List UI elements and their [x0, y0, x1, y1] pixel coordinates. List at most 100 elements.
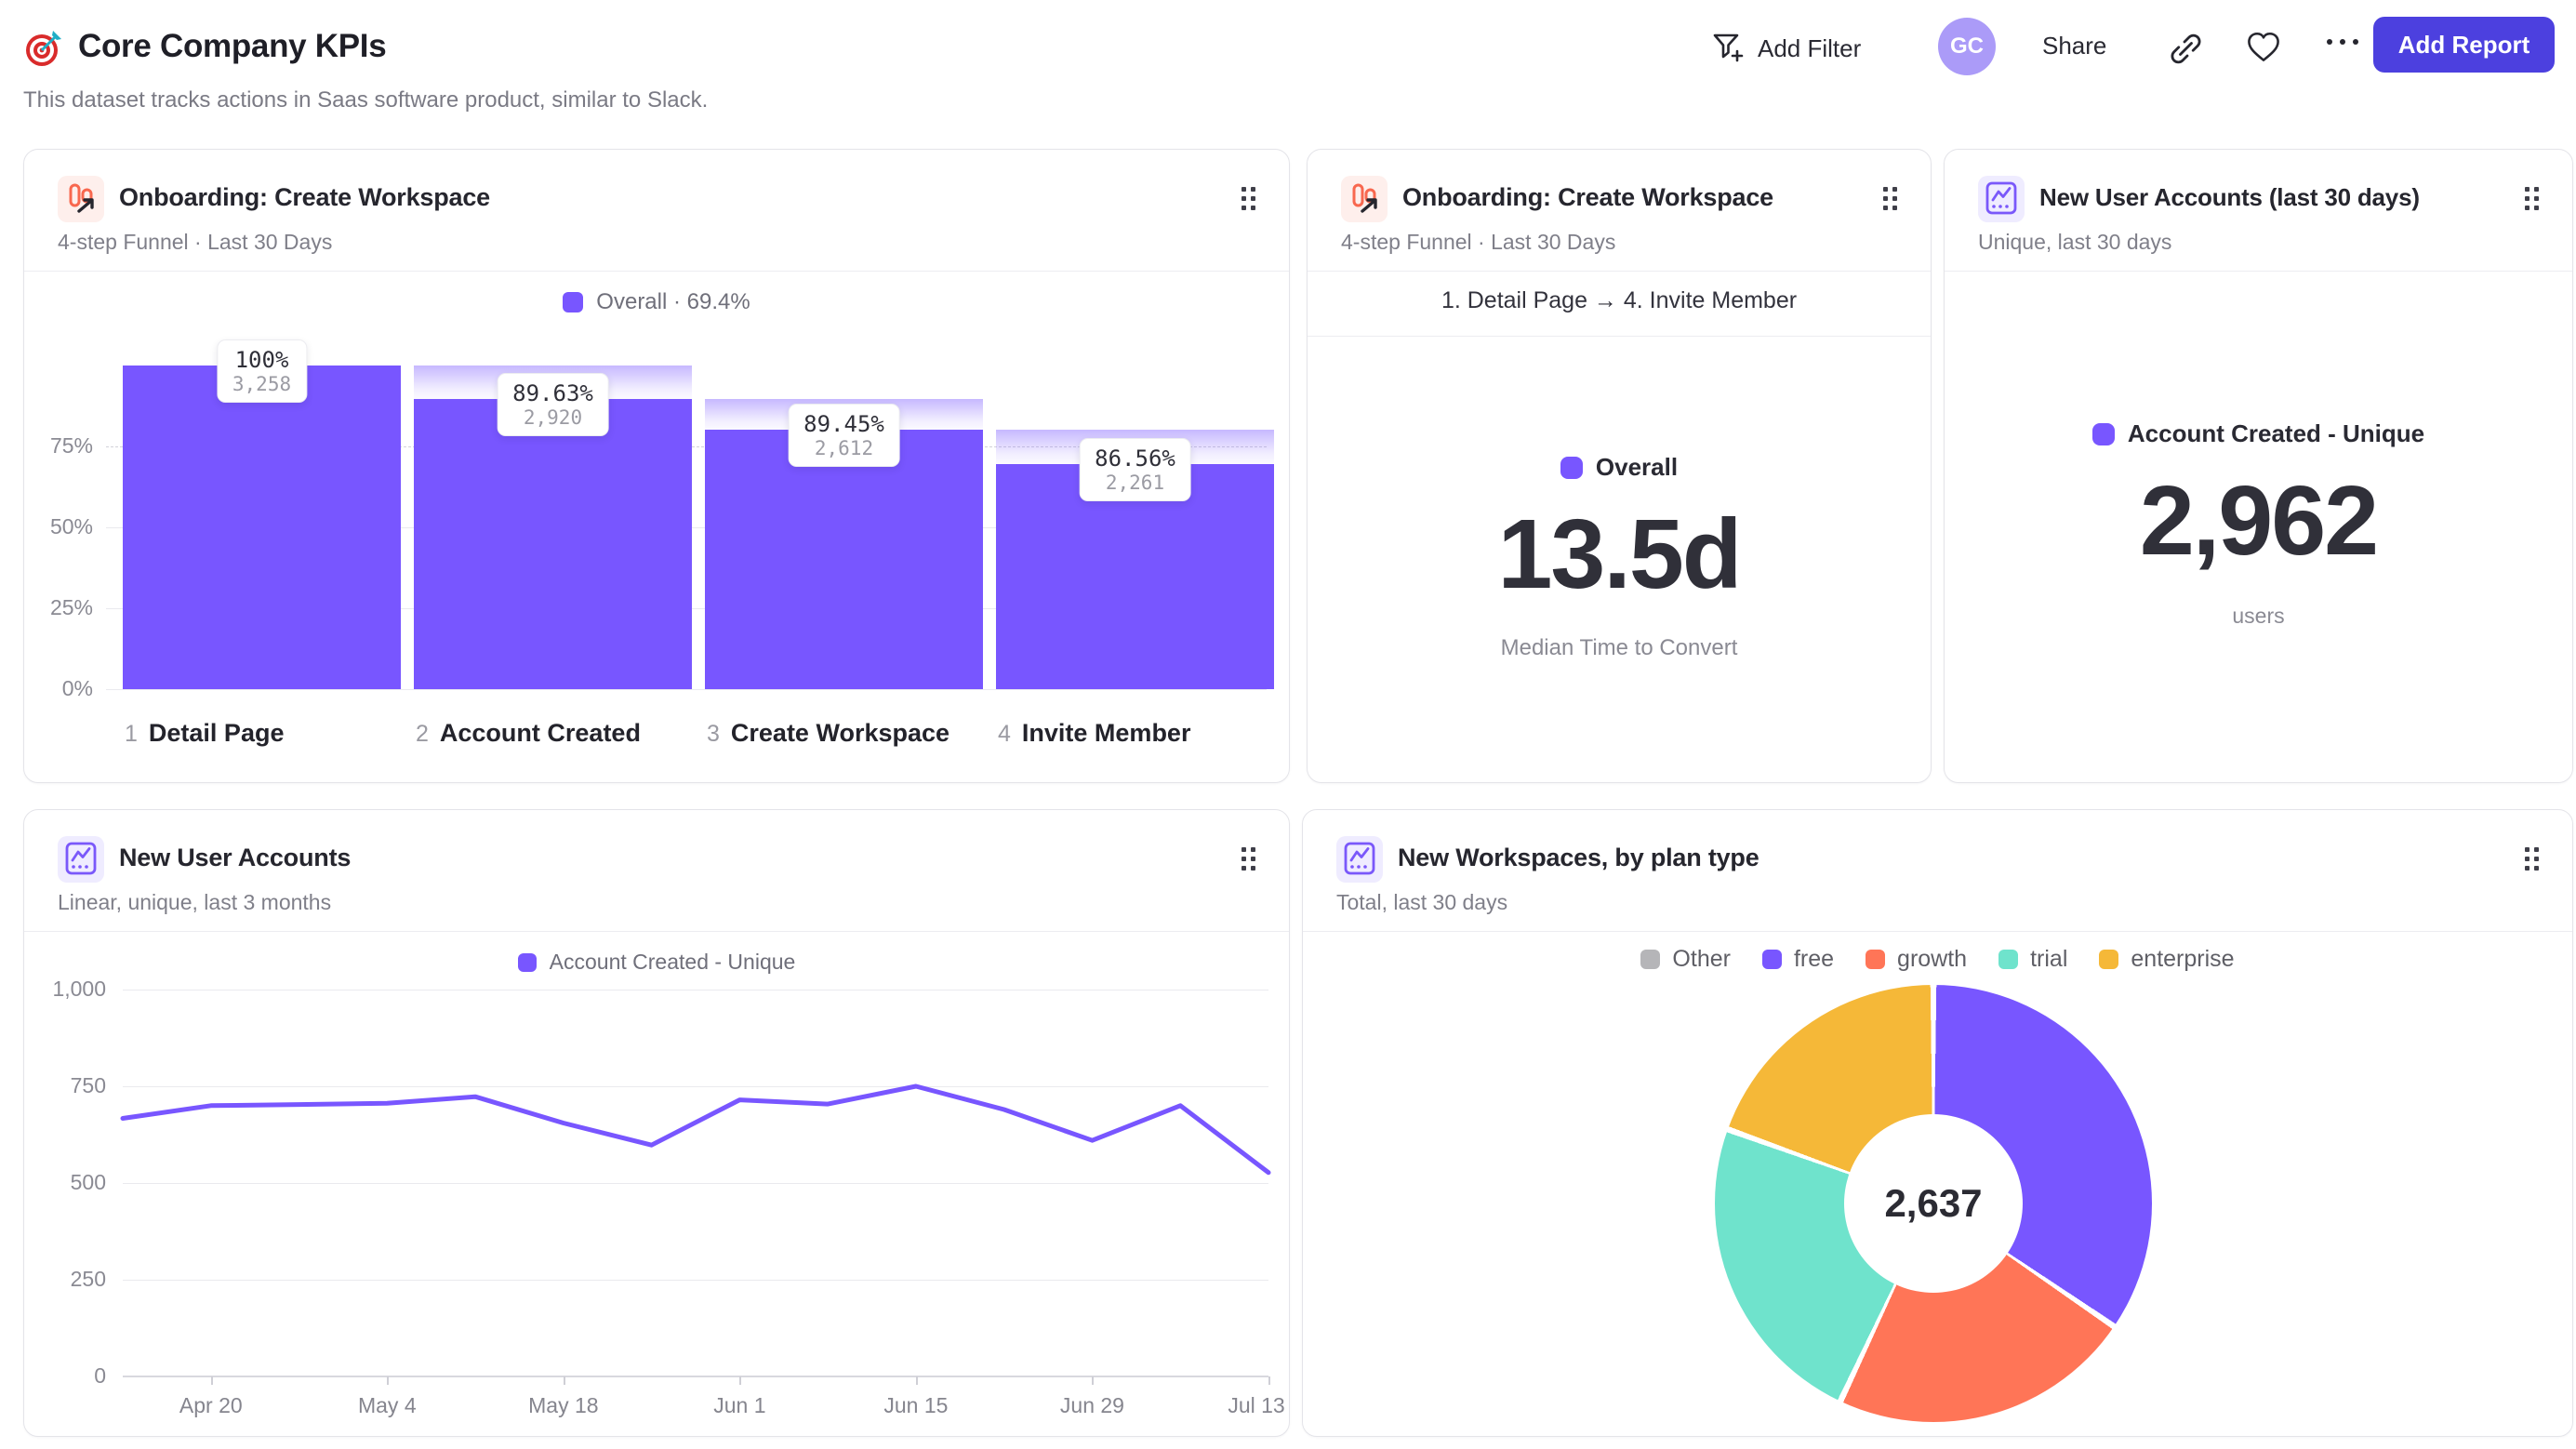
card-subtitle: Unique, last 30 days [1978, 230, 2172, 254]
drag-handle-icon[interactable] [1242, 847, 1255, 871]
legend-item[interactable]: growth [1866, 946, 1967, 973]
share-button[interactable]: Share [2042, 32, 2107, 60]
card-workspaces-by-plan: New Workspaces, by plan type Total, last… [1302, 809, 2573, 1437]
metric-value: 2,962 [2139, 466, 2379, 576]
add-report-button[interactable]: Add Report [2373, 17, 2555, 73]
legend-label: Overall [1595, 453, 1679, 481]
link-icon[interactable] [2165, 28, 2202, 70]
card-title[interactable]: Onboarding: Create Workspace [1402, 183, 1773, 211]
divider [1945, 271, 2572, 272]
x-axis-tick [1268, 1376, 1270, 1385]
page-title: Core Company KPIs [78, 28, 387, 64]
card-funnel-steps: Onboarding: Create Workspace 4-step Funn… [23, 149, 1290, 783]
chart-legend[interactable]: Account Created - Unique [24, 950, 1289, 975]
legend-swatch [517, 952, 537, 972]
drag-handle-icon[interactable] [2525, 187, 2539, 210]
favorite-heart-icon[interactable] [2243, 26, 2284, 72]
x-axis-label: May 18 [528, 1393, 599, 1417]
legend-label: Other [1672, 946, 1731, 972]
y-axis-label: 75% [49, 433, 93, 458]
bar-value-tooltip: 86.56% 2,261 [1079, 438, 1191, 502]
legend-swatch [1640, 950, 1661, 969]
gridline [123, 1086, 1268, 1087]
drag-handle-icon[interactable] [2525, 847, 2539, 871]
legend-label: Overall · 69.4% [596, 289, 750, 314]
legend-label: enterprise [2131, 946, 2235, 972]
funnel-step-label: 3 Create Workspace [707, 719, 949, 748]
funnel-bar[interactable] [123, 366, 401, 689]
step-index: 1 [125, 721, 138, 747]
funnel-bar[interactable] [414, 399, 692, 689]
avatar[interactable]: GC [1938, 18, 1996, 75]
legend-swatch [1998, 950, 2019, 969]
x-axis-label: May 4 [357, 1393, 417, 1417]
funnel-bar[interactable] [705, 430, 983, 689]
tooltip-percent: 89.63% [512, 380, 593, 407]
insights-report-icon [1978, 176, 2025, 222]
x-axis-tick [563, 1376, 565, 1385]
funnel-range-label: 1. Detail Page → 4. Invite Member [1441, 287, 1798, 313]
y-axis-label: 250 [70, 1267, 106, 1291]
x-axis-label: Jun 1 [713, 1393, 766, 1417]
more-options-ellipsis-icon[interactable] [2327, 39, 2358, 45]
divider [1303, 931, 2572, 932]
legend-swatch [1761, 950, 1782, 969]
avatar-initials: GC [1950, 33, 1984, 59]
tooltip-count: 2,920 [523, 406, 583, 430]
legend-item[interactable]: Other [1640, 946, 1731, 973]
tooltip-count: 2,261 [1105, 472, 1165, 495]
funnel-report-icon [58, 176, 104, 222]
card-time-to-convert: Onboarding: Create Workspace 4-step Funn… [1307, 149, 1932, 783]
trend-line [120, 1083, 1271, 1176]
legend-item[interactable]: free [1761, 946, 1835, 973]
card-subtitle: Linear, unique, last 3 months [58, 890, 332, 914]
x-axis-label: Jun 29 [1059, 1393, 1124, 1417]
legend-swatch [563, 292, 584, 312]
tooltip-percent: 100% [234, 347, 289, 373]
tooltip-count: 3,258 [232, 373, 292, 395]
bar-value-tooltip: 100% 3,258 [216, 339, 308, 403]
divider [1308, 336, 1931, 337]
funnel-step-label: 4 Invite Member [998, 719, 1190, 748]
legend-item[interactable]: enterprise [2099, 946, 2235, 973]
chart-legend[interactable]: Overall [1308, 453, 1931, 482]
x-axis-label: Apr 20 [179, 1393, 243, 1417]
add-filter-button[interactable]: Add Filter [1709, 28, 1861, 70]
legend-swatch [1560, 456, 1583, 479]
tooltip-percent: 86.56% [1095, 445, 1175, 472]
y-axis-label: 50% [49, 514, 93, 538]
x-axis-tick [1092, 1376, 1095, 1385]
x-axis-tick [387, 1376, 390, 1385]
legend-swatch [2091, 422, 2115, 445]
card-accounts-trend: New User Accounts Linear, unique, last 3… [23, 809, 1290, 1437]
chart-legend[interactable]: Account Created - Unique [1945, 419, 2572, 448]
legend-swatch [1866, 950, 1886, 969]
step-name: Create Workspace [730, 719, 950, 747]
step-name: Account Created [439, 719, 641, 747]
line-plot-area: 1,000 750 500 250 0 Apr 20 May 4 May 18 Jun 1 Jun… [24, 810, 1289, 1436]
drag-handle-icon[interactable] [1242, 187, 1255, 210]
donut-hole: 2,637 [1844, 1114, 2023, 1293]
divider [24, 271, 1289, 272]
drag-handle-icon[interactable] [1883, 187, 1897, 210]
card-title[interactable]: New User Accounts (last 30 days) [2039, 183, 2420, 211]
tooltip-percent: 89.45% [803, 411, 884, 437]
card-new-accounts-30d: New User Accounts (last 30 days) Unique,… [1944, 149, 2573, 783]
legend-label: free [1793, 946, 1835, 972]
gridline [123, 1183, 1268, 1184]
bar-value-tooltip: 89.45% 2,612 [788, 404, 900, 467]
legend-item[interactable]: trial [1998, 946, 2067, 973]
y-axis-label: 1,000 [52, 977, 106, 1001]
legend-label: Account Created - Unique [549, 950, 796, 974]
x-axis-tick [210, 1376, 213, 1385]
card-title[interactable]: New Workspaces, by plan type [1398, 844, 1759, 871]
funnel-bar[interactable] [996, 464, 1274, 689]
card-title[interactable]: Onboarding: Create Workspace [119, 183, 490, 211]
step-name: Invite Member [1021, 719, 1191, 747]
metric-value: 13.5d [1497, 499, 1742, 609]
y-axis-label: 0% [61, 676, 93, 700]
divider [24, 931, 1289, 932]
card-subtitle: Total, last 30 days [1336, 890, 1508, 914]
card-title[interactable]: New User Accounts [119, 844, 352, 871]
chart-legend[interactable]: Overall · 69.4% [24, 289, 1289, 315]
